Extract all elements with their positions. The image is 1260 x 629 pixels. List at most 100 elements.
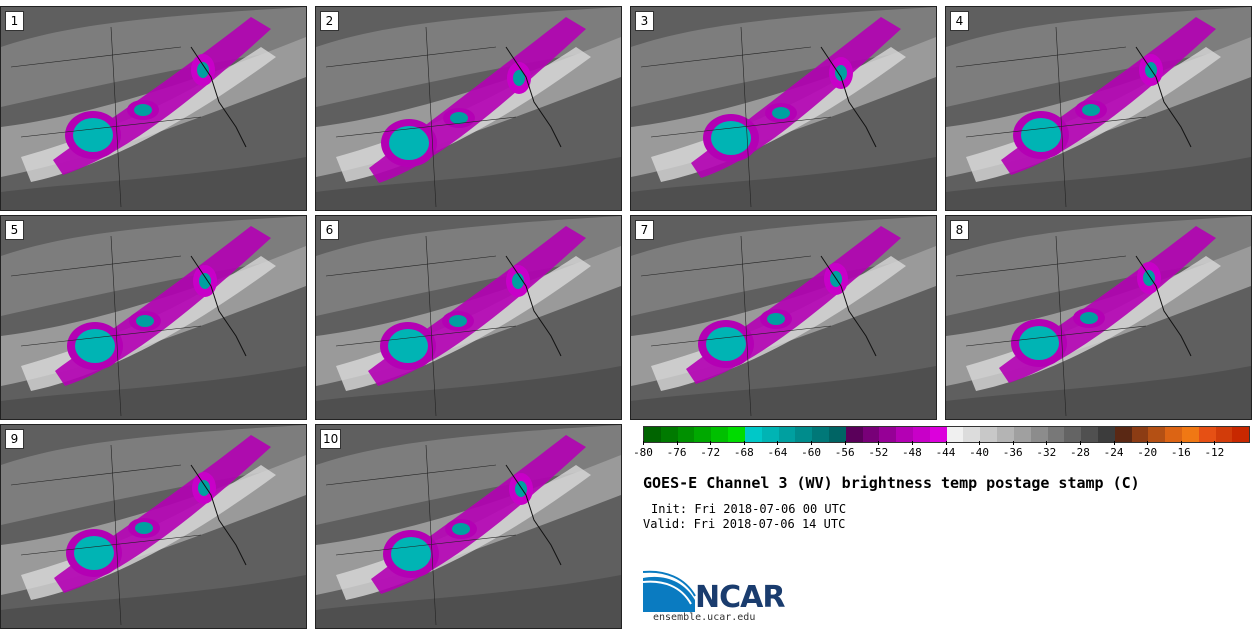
logo-url: ensemble.ucar.edu [653, 612, 756, 623]
colorbar-segment [1232, 427, 1250, 442]
forecast-panel-6: 6 [315, 215, 622, 420]
colorbar-segment [1064, 427, 1082, 442]
colorbar-segment [1131, 427, 1149, 442]
colorbar-segment [1182, 427, 1199, 442]
tick-mark [911, 441, 913, 445]
colorbar-segment [997, 427, 1014, 442]
tick-label: -48 [901, 446, 922, 459]
tick-label: -72 [700, 446, 721, 459]
ncar-logo-icon [643, 570, 696, 612]
colorbar-ticks: -80 -76 -72 -68 -64 -60 -56 -52 -48 -44 -40 -36 -32-… [633, 441, 1250, 461]
colorbar-segment [744, 427, 762, 442]
tick-label: -76 [666, 446, 687, 459]
tick-mark [1147, 441, 1149, 445]
forecast-panel-3: 3 [630, 6, 937, 211]
tick-mark [1180, 441, 1182, 445]
colorbar-segment [778, 427, 796, 442]
tick-mark [811, 441, 813, 445]
panel-number: 10 [320, 429, 342, 449]
tick-label: -20 [1137, 446, 1158, 459]
colorbar-segment [1030, 427, 1048, 442]
forecast-panel-4: 4 [945, 6, 1252, 211]
colorbar-segment [660, 427, 678, 442]
init-time: Init: Fri 2018-07-06 00 UTC [651, 502, 847, 516]
tick-label: -36 [1002, 446, 1023, 459]
forecast-panel-1: 1 [0, 6, 307, 211]
tick-mark [945, 441, 947, 445]
colorbar-segment [1215, 427, 1233, 442]
tick-mark [979, 441, 981, 445]
colorbar-segment [795, 427, 813, 442]
tick-label: -40 [969, 446, 990, 459]
colorbar-segment [963, 427, 981, 442]
colorbar-segment [812, 427, 829, 442]
panel-number: 8 [950, 220, 969, 240]
forecast-panel-8: 8 [945, 215, 1252, 420]
colorbar-segment [1165, 427, 1182, 442]
colorbar-segment [929, 427, 947, 442]
tick-label: -28 [1070, 446, 1090, 459]
panel-number: 3 [635, 11, 654, 31]
colorbar-segment [728, 427, 745, 442]
panel-number: 2 [320, 11, 339, 31]
tick-mark [710, 441, 712, 445]
panel-number: 7 [635, 220, 654, 240]
colorbar-segment [879, 427, 897, 442]
tick-mark [1214, 441, 1216, 445]
colorbar-segment [761, 427, 779, 442]
panel-number: 1 [5, 11, 24, 31]
tick-mark [844, 441, 846, 445]
tick-label: -32 [1036, 446, 1057, 459]
colorbar-segment [644, 427, 661, 442]
colorbar-segment [845, 427, 863, 442]
tick-label: -44 [935, 446, 956, 459]
tick-mark [1046, 441, 1048, 445]
tick-label: -16 [1170, 446, 1191, 459]
tick-mark [878, 441, 880, 445]
tick-label: -56 [834, 446, 855, 459]
colorbar-segment [1198, 427, 1216, 442]
tick-mark [1113, 441, 1115, 445]
colorbar-segment [828, 427, 846, 442]
forecast-panel-10: 10 [315, 424, 622, 629]
colorbar-segment [694, 427, 712, 442]
tick-mark [777, 441, 779, 445]
panel-number: 9 [5, 429, 24, 449]
tick-label: -24 [1103, 446, 1124, 459]
colorbar-segment [862, 427, 880, 442]
forecast-panel-5: 5 [0, 215, 307, 420]
colorbar-segment [1013, 427, 1031, 442]
figure-title: GOES-E Channel 3 (WV) brightness temp po… [643, 474, 1140, 492]
tick-mark [1079, 441, 1081, 445]
colorbar-segment [1081, 427, 1098, 442]
panel-number: 6 [320, 220, 339, 240]
forecast-panel-7: 7 [630, 215, 937, 420]
colorbar-segment [1148, 427, 1166, 442]
colorbar-segment [946, 427, 964, 442]
colorbar [643, 426, 1250, 443]
tick-mark [1012, 441, 1014, 445]
colorbar-segment [896, 427, 913, 442]
panel-number: 4 [950, 11, 969, 31]
tick-label: -64 [767, 446, 788, 459]
tick-label: -68 [733, 446, 754, 459]
colorbar-segment [913, 427, 930, 442]
tick-label: -12 [1204, 446, 1225, 459]
forecast-panel-9: 9 [0, 424, 307, 629]
tick-label: -80 [633, 446, 653, 459]
colorbar-segment [1097, 427, 1115, 442]
tick-label: -52 [868, 446, 889, 459]
colorbar-segment [1047, 427, 1065, 442]
colorbar-segment [711, 427, 729, 442]
colorbar-segment [1114, 427, 1132, 442]
panel-number: 5 [5, 220, 24, 240]
tick-label: -60 [801, 446, 821, 459]
ncar-logo-text: NCAR [695, 580, 785, 615]
tick-mark [643, 441, 644, 445]
tick-mark [743, 441, 745, 445]
colorbar-segment [677, 427, 695, 442]
forecast-panel-2: 2 [315, 6, 622, 211]
valid-time: Valid: Fri 2018-07-06 14 UTC [643, 517, 846, 531]
tick-mark [676, 441, 678, 445]
colorbar-segment [980, 427, 998, 442]
